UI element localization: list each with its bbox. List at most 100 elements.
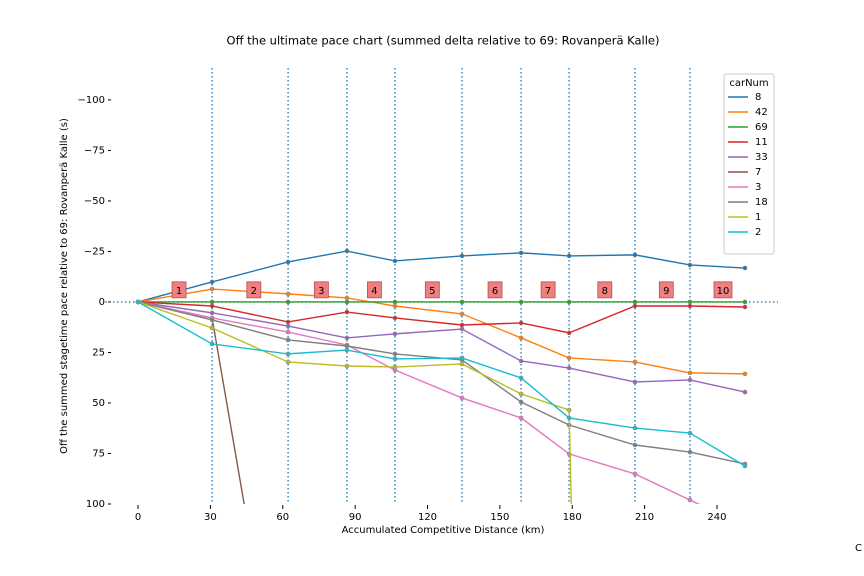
point <box>742 299 748 305</box>
legend-label: 11 <box>755 137 768 148</box>
point <box>632 252 638 258</box>
point <box>209 317 215 323</box>
point <box>566 330 572 336</box>
y-tick-label: −75 <box>84 145 105 156</box>
point <box>344 248 350 254</box>
point <box>392 299 398 305</box>
point <box>518 415 524 421</box>
stage-label-box <box>171 281 187 299</box>
series-line <box>137 301 746 393</box>
series-line <box>137 301 746 465</box>
point <box>566 355 572 361</box>
y-tick-label: 0 <box>99 297 105 308</box>
point <box>285 291 291 297</box>
stage-label-box <box>424 281 440 299</box>
stage-label-box <box>540 281 556 299</box>
legend-label: 7 <box>755 167 761 178</box>
point <box>344 309 350 315</box>
point <box>742 463 748 469</box>
point <box>632 299 638 305</box>
point <box>632 442 638 448</box>
point <box>135 299 141 305</box>
point <box>459 326 465 332</box>
point <box>632 303 638 309</box>
y-tick-label: 100 <box>86 499 105 510</box>
point <box>687 430 693 436</box>
stage-label: 8 <box>602 286 608 297</box>
corner-text: C <box>855 543 862 554</box>
point <box>459 361 465 367</box>
stage-label: 3 <box>318 286 324 297</box>
series-line <box>138 301 745 334</box>
legend-title: carNum <box>729 78 768 89</box>
point <box>459 322 465 328</box>
point <box>344 363 350 369</box>
point <box>518 335 524 341</box>
point <box>632 359 638 365</box>
point <box>459 355 465 361</box>
y-tick-label: −50 <box>84 196 105 207</box>
chart-title: Off the ultimate pace chart (summed delt… <box>227 34 660 48</box>
point <box>632 425 638 431</box>
legend-box <box>723 73 775 255</box>
point <box>518 391 524 397</box>
series-line <box>137 301 746 467</box>
stage-label-box <box>658 281 674 299</box>
series-line <box>137 250 745 303</box>
point <box>285 329 291 335</box>
point <box>392 364 398 370</box>
legend-label: 1 <box>755 212 761 223</box>
y-tick-label: −100 <box>78 95 105 106</box>
legend-label: 42 <box>755 107 768 118</box>
plot-area <box>135 248 748 528</box>
point <box>392 331 398 337</box>
x-axis-label: Accumulated Competitive Distance (km) <box>342 525 545 536</box>
y-tick-label: 50 <box>92 398 105 409</box>
x-tick-label: 240 <box>707 512 726 523</box>
point <box>743 524 747 528</box>
legend-label: 8 <box>755 92 761 103</box>
point <box>285 359 291 365</box>
x-tick-label: 180 <box>563 512 582 523</box>
point <box>632 471 638 477</box>
legend-label: 2 <box>755 227 761 238</box>
x-tick-label: 30 <box>204 512 217 523</box>
point <box>285 337 291 343</box>
x-tick-label: 60 <box>276 512 289 523</box>
stage-label: 6 <box>492 286 498 297</box>
point <box>742 389 748 395</box>
x-tick-label: 90 <box>349 512 362 523</box>
point <box>518 299 524 305</box>
point <box>566 407 572 413</box>
stage-label: 10 <box>717 286 730 297</box>
x-tick-label: 0 <box>135 512 141 523</box>
stage-label-box <box>597 281 613 299</box>
y-tick-label: 25 <box>92 347 105 358</box>
stage-label: 5 <box>429 286 435 297</box>
point <box>566 365 572 371</box>
point <box>518 375 524 381</box>
point <box>687 377 693 383</box>
point <box>392 303 398 309</box>
point <box>209 325 215 331</box>
legend-label: 3 <box>755 182 761 193</box>
point <box>209 279 215 285</box>
point <box>566 299 572 305</box>
point <box>459 253 465 259</box>
legend-label: 69 <box>755 122 768 133</box>
point <box>344 335 350 341</box>
point <box>392 356 398 362</box>
x-tick-label: 120 <box>418 512 437 523</box>
point <box>518 320 524 326</box>
stage-label: 4 <box>371 286 377 297</box>
stage-label-box <box>246 281 262 299</box>
point <box>285 323 291 329</box>
point <box>632 379 638 385</box>
point <box>344 347 350 353</box>
point <box>209 341 215 347</box>
stage-label-box <box>367 281 382 299</box>
point <box>459 395 465 401</box>
point <box>285 351 291 357</box>
point <box>742 304 748 310</box>
point <box>459 299 465 305</box>
